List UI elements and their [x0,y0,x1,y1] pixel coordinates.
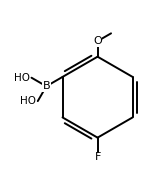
Text: F: F [94,152,101,162]
Text: O: O [93,36,102,46]
Text: HO: HO [20,96,36,106]
Text: B: B [42,81,50,91]
Text: HO: HO [14,73,30,83]
